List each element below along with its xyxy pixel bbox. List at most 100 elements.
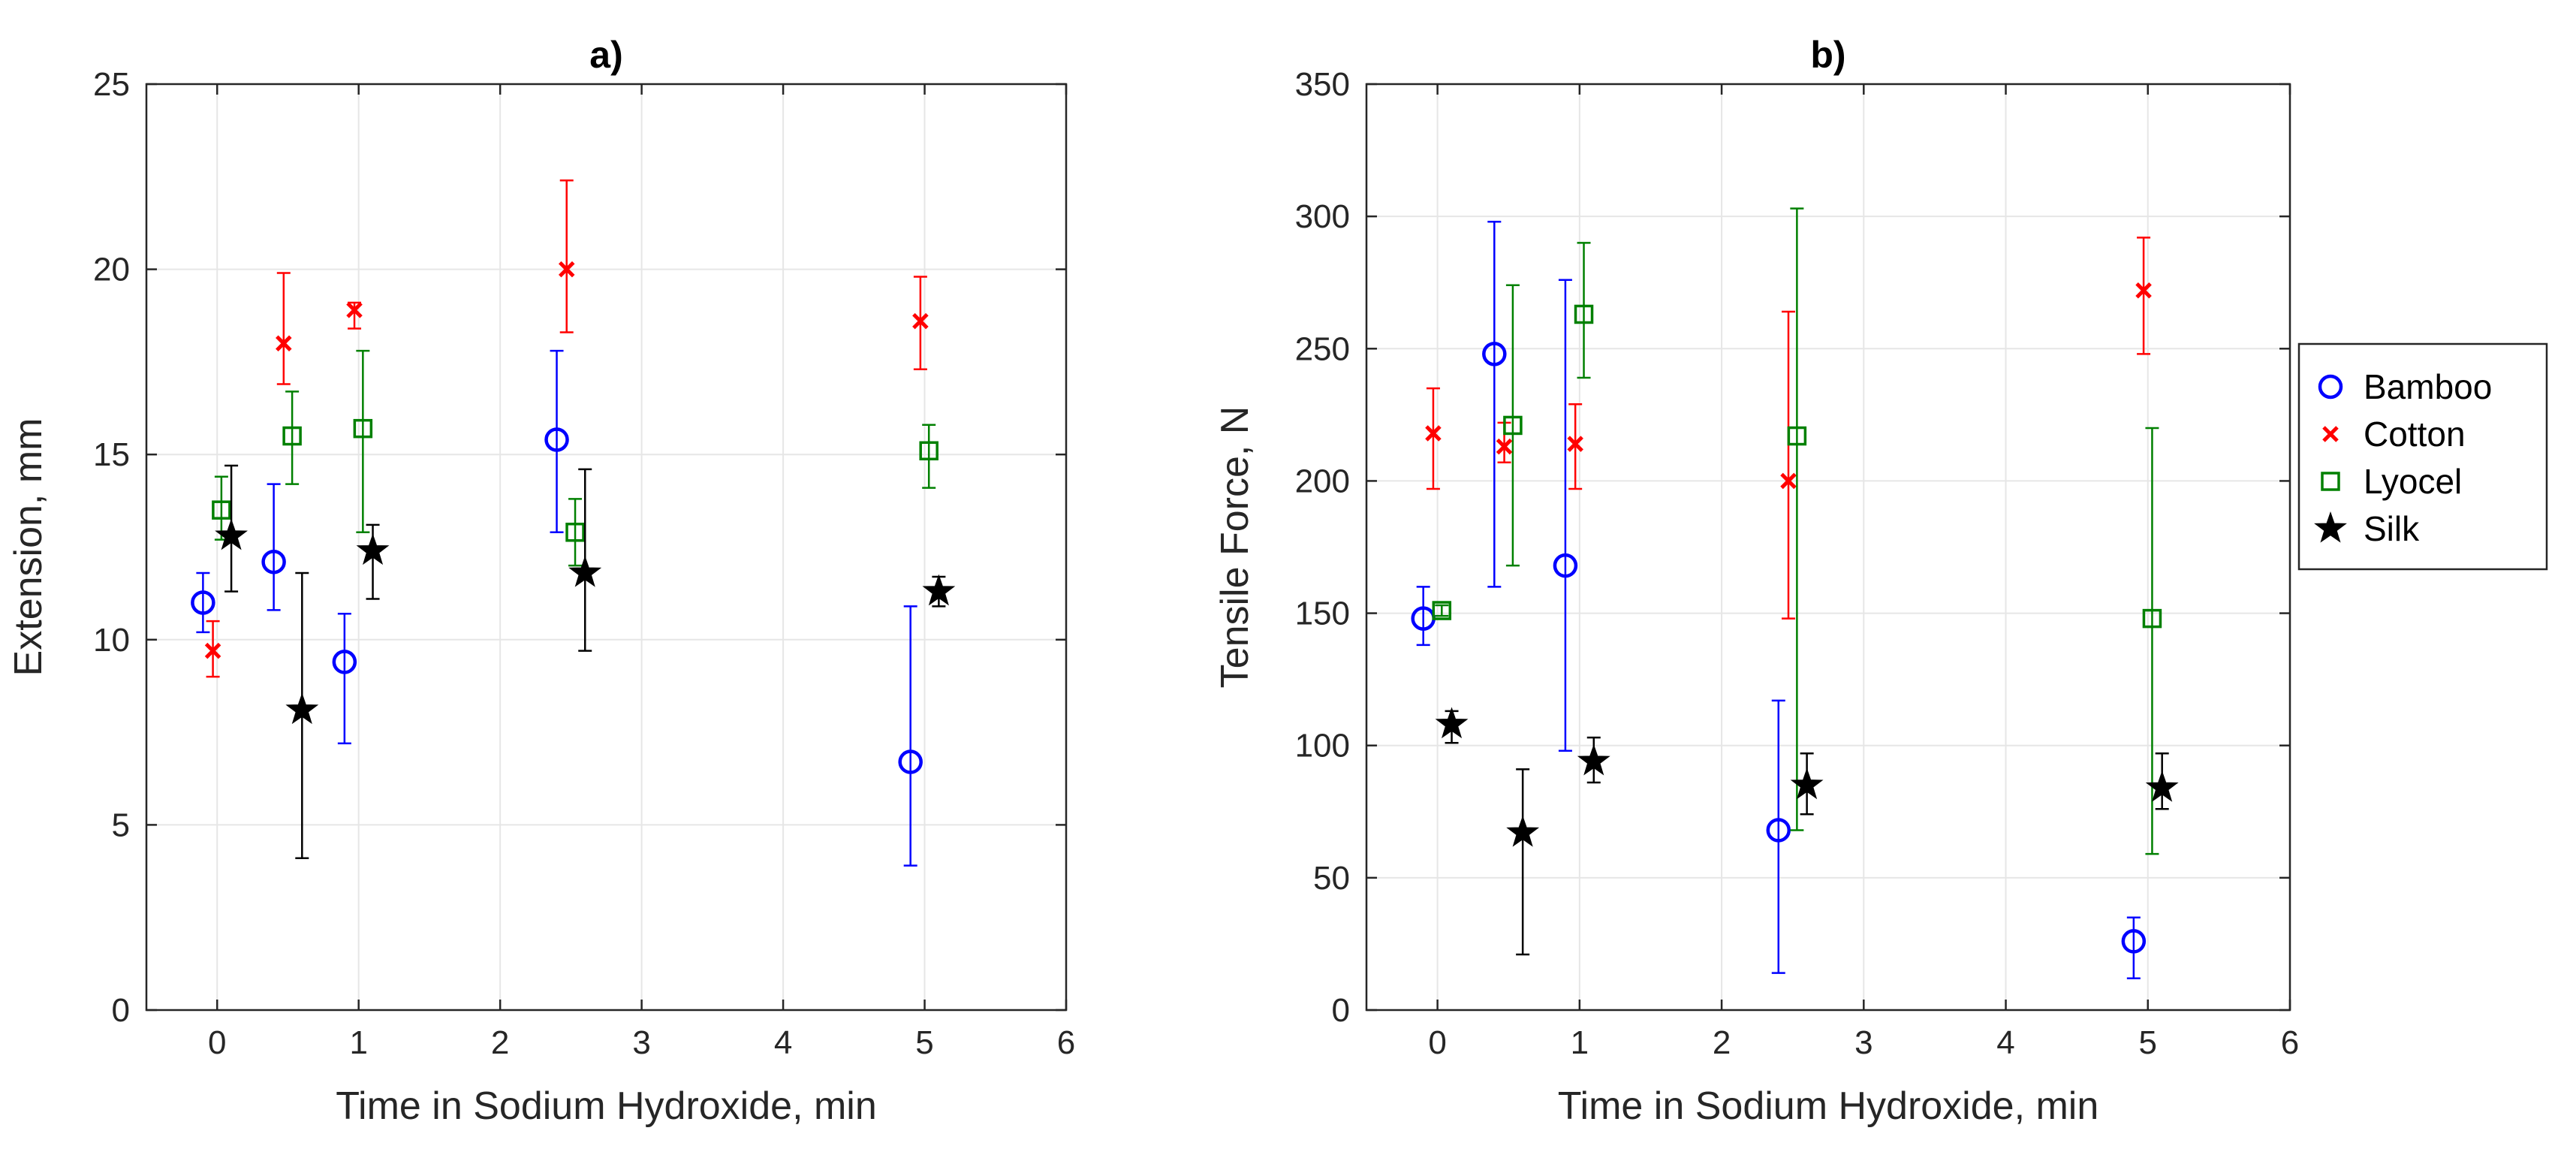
y-tick-label: 250 bbox=[1295, 330, 1350, 367]
y-tick-label: 0 bbox=[1332, 992, 1350, 1029]
error-bar bbox=[1435, 604, 1449, 617]
panel-title-b: b) bbox=[1810, 34, 1845, 76]
data-point-cotton bbox=[1780, 472, 1797, 490]
x-tick-label: 5 bbox=[915, 1024, 933, 1061]
y-tick-label: 50 bbox=[1313, 860, 1350, 897]
data-point-lyocel bbox=[919, 441, 939, 461]
data-point-lyocel bbox=[282, 426, 302, 446]
error-bar bbox=[267, 483, 281, 611]
data-point-bamboo bbox=[1482, 342, 1507, 366]
error-bar bbox=[1782, 310, 1796, 620]
data-point-bamboo bbox=[2121, 929, 2147, 954]
data-point-bamboo bbox=[191, 590, 215, 615]
y-tick-label: 0 bbox=[112, 992, 130, 1029]
data-point-silk bbox=[2145, 770, 2179, 802]
x-tick-label: 0 bbox=[1428, 1024, 1446, 1061]
axes-box bbox=[1365, 83, 2291, 1012]
data-point-bamboo bbox=[1553, 553, 1578, 578]
y-axis-label: Extension, mm bbox=[7, 418, 50, 677]
x-tick-label: 1 bbox=[1571, 1024, 1589, 1061]
data-point-lyocel bbox=[1574, 304, 1594, 324]
x-tick-label: 2 bbox=[1713, 1024, 1731, 1061]
series-lyocel bbox=[212, 349, 939, 567]
error-bar bbox=[337, 613, 351, 745]
y-tick-label: 150 bbox=[1295, 596, 1350, 632]
x-tick-label: 2 bbox=[491, 1024, 509, 1061]
series-lyocel bbox=[1432, 207, 2162, 855]
y-tick-label: 20 bbox=[93, 252, 130, 288]
series-silk bbox=[215, 464, 956, 860]
series-bamboo bbox=[191, 349, 923, 867]
data-point-cotton bbox=[1425, 425, 1442, 442]
data-point-bamboo bbox=[332, 650, 357, 674]
data-point-lyocel bbox=[1503, 415, 1523, 436]
y-tick-label: 25 bbox=[93, 66, 130, 103]
data-point-cotton bbox=[1496, 438, 1513, 455]
plot-area bbox=[1366, 84, 2290, 1010]
error-bar bbox=[1577, 242, 1591, 379]
data-point-lyocel bbox=[2142, 608, 2162, 629]
legend-label-silk: Silk bbox=[2364, 509, 2420, 548]
x-tick-label: 6 bbox=[2281, 1024, 2299, 1061]
data-point-silk bbox=[215, 518, 248, 550]
data-point-silk bbox=[922, 574, 956, 606]
error-bar bbox=[2126, 916, 2141, 979]
data-point-bamboo bbox=[1766, 818, 1791, 843]
data-point-silk bbox=[1435, 707, 1469, 739]
data-point-lyocel bbox=[353, 418, 373, 439]
y-tick-label: 10 bbox=[93, 622, 130, 659]
y-tick-label: 350 bbox=[1295, 66, 1350, 103]
series-cotton bbox=[1425, 237, 2152, 620]
legend-label-bamboo: Bamboo bbox=[2364, 367, 2492, 406]
legend-marker-cotton bbox=[2322, 426, 2339, 442]
legend-label-lyocel: Lyocel bbox=[2364, 462, 2462, 501]
error-bar bbox=[356, 349, 370, 534]
error-bar bbox=[276, 272, 291, 385]
x-axis-label: Time in Sodium Hydroxide, min bbox=[1558, 1084, 2099, 1128]
x-tick-label: 4 bbox=[1996, 1024, 2014, 1061]
data-point-silk bbox=[356, 533, 390, 565]
y-tick-label: 15 bbox=[93, 436, 130, 473]
series-cotton bbox=[204, 179, 929, 678]
legend-marker-lyocel bbox=[2321, 472, 2340, 491]
data-point-cotton bbox=[558, 261, 575, 278]
y-tick-label: 300 bbox=[1295, 198, 1350, 235]
data-point-silk bbox=[1790, 767, 1824, 800]
x-tick-label: 6 bbox=[1057, 1024, 1075, 1061]
error-bar bbox=[922, 424, 936, 489]
data-point-lyocel bbox=[212, 500, 231, 520]
error-bar bbox=[1790, 207, 1804, 831]
x-tick-label: 4 bbox=[774, 1024, 792, 1061]
panel-b: 0 1 2 3 4 5 6 0 50 100 150 200 250 300 350 b) Time in So… bbox=[1213, 34, 2299, 1128]
data-point-bamboo bbox=[261, 549, 286, 574]
data-point-silk bbox=[1506, 815, 1540, 847]
data-point-cotton bbox=[1567, 436, 1583, 452]
error-bar bbox=[1426, 387, 1440, 490]
error-bar bbox=[1416, 586, 1430, 647]
error-bar bbox=[196, 571, 210, 634]
axes-box bbox=[145, 83, 1068, 1012]
legend-label-cotton: Cotton bbox=[2364, 415, 2466, 454]
error-bar bbox=[1516, 768, 1530, 956]
x-tick-label: 0 bbox=[208, 1024, 226, 1061]
error-bar bbox=[1487, 220, 1502, 588]
plot-area bbox=[146, 84, 1066, 1010]
y-tick-label: 200 bbox=[1295, 463, 1350, 499]
error-bar bbox=[550, 349, 564, 534]
data-point-cotton bbox=[2135, 282, 2152, 299]
panel-a: 0 1 2 3 4 5 6 0 5 10 15 20 25 a) Time in Sodium Hydrox… bbox=[7, 34, 1075, 1128]
data-point-bamboo bbox=[898, 749, 923, 774]
x-tick-label: 1 bbox=[349, 1024, 367, 1061]
x-tick-label: 5 bbox=[2139, 1024, 2157, 1061]
error-bar bbox=[559, 179, 574, 333]
y-axis-label: Tensile Force, N bbox=[1213, 406, 1257, 689]
legend-marker-silk bbox=[2314, 511, 2347, 543]
data-point-cotton bbox=[276, 335, 292, 352]
series-silk bbox=[1435, 707, 2179, 956]
error-bar bbox=[1771, 699, 1785, 974]
x-tick-label: 3 bbox=[632, 1024, 650, 1061]
data-point-silk bbox=[285, 692, 319, 725]
data-point-bamboo bbox=[544, 427, 569, 452]
data-point-cotton bbox=[912, 312, 929, 330]
data-point-silk bbox=[568, 555, 602, 587]
